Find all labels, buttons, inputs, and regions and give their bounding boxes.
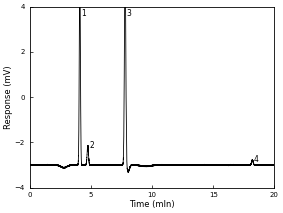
Y-axis label: Response (mV): Response (mV) <box>4 65 13 129</box>
Text: 1: 1 <box>81 9 86 18</box>
Text: 3: 3 <box>127 9 132 18</box>
Text: 2: 2 <box>89 141 94 150</box>
Text: 4: 4 <box>254 155 259 164</box>
X-axis label: Time (mIn): Time (mIn) <box>129 200 175 209</box>
